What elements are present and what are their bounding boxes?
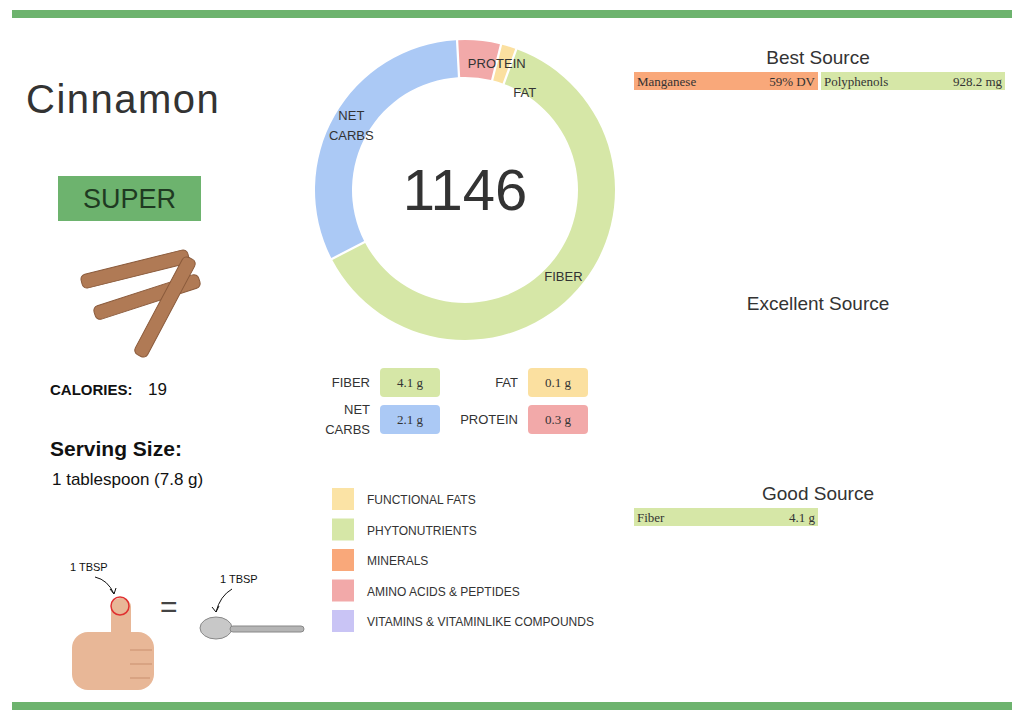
legend-label: PHYTONUTRIENTS <box>367 524 477 538</box>
spoon-icon <box>200 589 304 639</box>
value-pill-text: 2.1 g <box>397 412 424 427</box>
slice-label: NETCARBS <box>329 108 374 143</box>
source-name: Polyphenols <box>824 74 888 89</box>
value-pill <box>528 368 588 397</box>
badge-box <box>58 176 201 221</box>
source-bar <box>634 72 818 90</box>
value-pill <box>528 405 588 434</box>
legend-swatch <box>332 519 354 541</box>
legend-label: VITAMINS & VITAMINLIKE COMPOUNDS <box>367 615 594 629</box>
title: Cinnamon <box>26 77 220 121</box>
slice-label: PROTEIN <box>468 56 526 71</box>
source-name: Fiber <box>637 510 665 525</box>
calories-label: CALORIES: <box>50 381 133 398</box>
source-value: 4.1 g <box>789 510 816 525</box>
fist <box>72 632 154 690</box>
legend-label: MINERALS <box>367 554 428 568</box>
slice-label: FIBER <box>544 269 582 284</box>
top-band <box>12 10 1012 18</box>
hand-icon <box>72 577 154 690</box>
infographic: Cinnamon SUPER CALORIES: 19 Serving Size: 1 t… <box>0 0 1024 721</box>
legend-swatch <box>332 580 354 602</box>
pill-label: PROTEIN <box>460 412 518 427</box>
thumb-marker <box>111 597 129 615</box>
badge-text: SUPER <box>83 184 176 214</box>
value-pill-text: 0.3 g <box>545 412 572 427</box>
legend-label: AMINO ACIDS & PEPTIDES <box>367 585 520 599</box>
donut-slice <box>315 40 458 258</box>
spoon-bowl <box>200 617 232 639</box>
spoon-arrow <box>212 589 232 612</box>
score: 1146 <box>403 157 528 222</box>
value-pill <box>380 405 440 434</box>
hand-label: 1 TBSP <box>70 561 108 573</box>
finger-lines <box>130 650 152 678</box>
pill-label: FAT <box>495 375 518 390</box>
cinnamon-stick <box>133 255 197 359</box>
bottom-band <box>12 702 1012 710</box>
serving-label: Serving Size: <box>50 437 182 460</box>
serving-text: 1 tablespoon (7.8 g) <box>52 470 203 489</box>
equals-sign: = <box>160 590 178 623</box>
spoon-handle <box>230 626 304 632</box>
spoon-label: 1 TBSP <box>220 573 258 585</box>
legend-swatch <box>332 549 354 571</box>
source-value: 928.2 mg <box>953 74 1003 89</box>
legend-swatch <box>332 488 354 510</box>
source-value: 59% DV <box>769 74 815 89</box>
value-pill-text: 4.1 g <box>397 375 424 390</box>
value-pill-text: 0.1 g <box>545 375 572 390</box>
source-bar <box>821 72 1005 90</box>
legend-swatch <box>332 610 354 632</box>
slice-label: FAT <box>513 85 536 100</box>
source-name: Manganese <box>637 74 696 89</box>
cinnamon-sticks <box>80 249 202 359</box>
hand-arrow <box>95 577 116 594</box>
source-title: Excellent Source <box>747 293 890 314</box>
source-title: Good Source <box>762 483 874 504</box>
calories-value: 19 <box>148 380 167 399</box>
pill-label: FIBER <box>332 375 370 390</box>
value-pill <box>380 368 440 397</box>
pill-label: NETCARBS <box>325 402 370 437</box>
legend-label: FUNCTIONAL FATS <box>367 493 476 507</box>
source-bar <box>634 508 818 526</box>
source-title: Best Source <box>766 47 870 68</box>
donut: FIBER NETCARBS PROTEIN FAT 1146 <box>315 40 615 340</box>
